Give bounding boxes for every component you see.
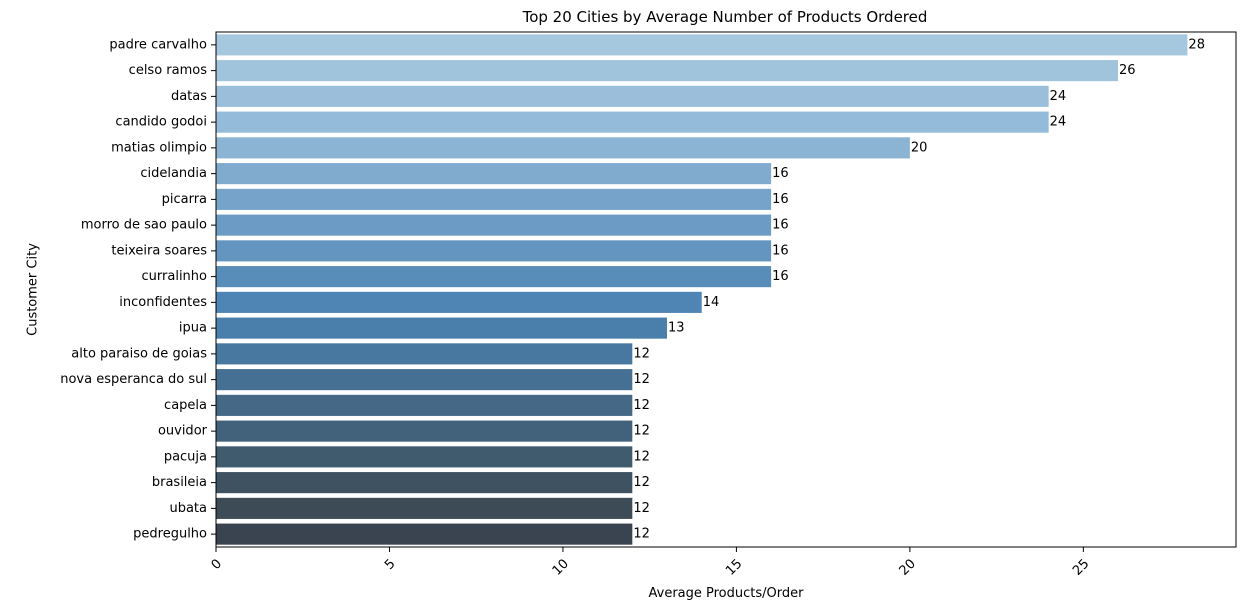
value-label: 16: [772, 166, 789, 181]
bar: [216, 214, 772, 236]
bar: [216, 34, 1188, 56]
y-tick-label: datas: [171, 89, 207, 104]
value-label: 12: [633, 527, 650, 542]
value-label: 20: [911, 140, 928, 155]
y-tick-label: teixeira soares: [111, 243, 207, 258]
y-tick-label: padre carvalho: [109, 37, 207, 52]
y-tick-labels: padre carvalho celso ramos datas candido go…: [60, 37, 216, 542]
bar: [216, 163, 772, 185]
y-tick-label: alto paraiso de goias: [71, 346, 207, 361]
value-label: 26: [1119, 63, 1136, 78]
bar: [216, 394, 633, 416]
y-tick-label: matias olimpio: [111, 140, 207, 155]
bar: [216, 137, 910, 159]
y-tick-label: cidelandia: [140, 166, 207, 181]
x-tick-label: 5: [382, 556, 398, 572]
x-axis-ticks: 0 5 10 15 20 25: [209, 547, 1092, 579]
value-label: 12: [633, 424, 650, 439]
chart-title: Top 20 Cities by Average Number of Produ…: [522, 8, 928, 26]
y-axis-label: Customer City: [26, 243, 41, 336]
bar: [216, 523, 633, 545]
y-tick-label: pedregulho: [133, 527, 207, 542]
x-tick-label: 10: [550, 556, 572, 578]
y-tick-label: ubata: [169, 501, 207, 516]
bar: [216, 291, 702, 313]
x-tick-label: 25: [1070, 556, 1092, 578]
bars-group: [216, 34, 1188, 545]
value-label: 13: [668, 321, 685, 336]
value-label: 12: [633, 398, 650, 413]
value-label: 24: [1050, 89, 1067, 104]
bar: [216, 472, 633, 494]
y-tick-label: capela: [164, 398, 207, 413]
bar: [216, 266, 772, 288]
value-label: 12: [633, 449, 650, 464]
y-tick-label: ipua: [179, 321, 207, 336]
y-tick-label: celso ramos: [129, 63, 208, 78]
y-tick-label: ouvidor: [158, 424, 208, 439]
value-label: 16: [772, 192, 789, 207]
bar: [216, 497, 633, 519]
y-tick-label: candido godoi: [115, 115, 207, 130]
y-tick-label: curralinho: [142, 269, 208, 284]
value-label: 12: [633, 346, 650, 361]
bar: [216, 111, 1049, 133]
value-label: 16: [772, 269, 789, 284]
bar: [216, 446, 633, 468]
y-tick-label: nova esperanca do sul: [60, 372, 207, 387]
bar: [216, 240, 772, 262]
bar: [216, 60, 1119, 82]
value-label: 28: [1188, 37, 1205, 52]
x-tick-label: 20: [897, 556, 919, 578]
value-label: 16: [772, 218, 789, 233]
y-tick-label: pacuja: [164, 449, 207, 464]
value-labels: 28 26 24 24 20 16 16 16 16 16 14 13 12 12 12 12 12 12 12 12: [633, 37, 1205, 541]
bar: [216, 85, 1049, 107]
bar: [216, 317, 668, 339]
x-axis-label: Average Products/Order: [649, 586, 805, 601]
x-tick-label: 0: [209, 556, 225, 572]
x-tick-label: 15: [723, 556, 745, 578]
bar: [216, 188, 772, 210]
plot-frame: [215, 31, 1237, 548]
value-label: 12: [633, 372, 650, 387]
y-tick-label: morro de sao paulo: [81, 218, 207, 233]
y-tick-label: picarra: [162, 192, 207, 207]
value-label: 24: [1050, 115, 1067, 130]
y-tick-label: brasileia: [152, 475, 207, 490]
bar: [216, 343, 633, 365]
bar: [216, 369, 633, 391]
value-label: 16: [772, 243, 789, 258]
value-label: 14: [703, 295, 720, 310]
bar: [216, 420, 633, 442]
y-tick-label: inconfidentes: [119, 295, 207, 310]
value-label: 12: [633, 475, 650, 490]
value-label: 12: [633, 501, 650, 516]
